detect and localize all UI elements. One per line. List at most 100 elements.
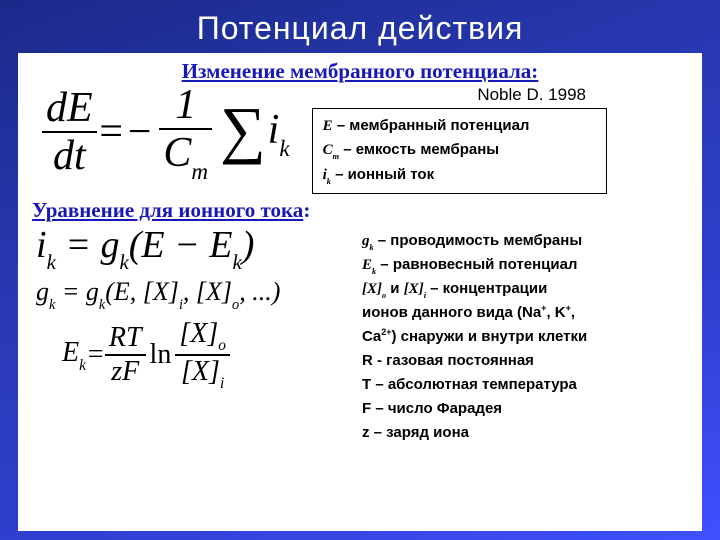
equation-Ek-nernst: Ek = RT zF ln [X]o [X]i	[36, 320, 360, 390]
sym-C: Cm	[323, 142, 339, 158]
txt: – проводимость мембраны	[374, 232, 583, 249]
k-sub: k	[79, 357, 86, 374]
ik-term: ik	[268, 106, 290, 158]
def-Cm: Cm – емкость мембраны	[323, 138, 596, 163]
args1: (E, [X]	[105, 277, 179, 306]
frac-1-Cm: 1 Cm	[159, 84, 212, 179]
paren: (E − E	[129, 224, 233, 266]
content-panel: Изменение мембранного потенциала: Noble …	[18, 53, 702, 531]
def-ions-line2: Ca2+) снаружи и внутри клетки	[362, 325, 587, 349]
m-sub: m	[191, 158, 208, 184]
frac-den: dt	[49, 135, 90, 177]
close-paren: )	[242, 224, 255, 266]
def-text: – мембранный потенциал	[333, 117, 530, 134]
E: E	[62, 337, 79, 368]
slide-title: Потенциал действия	[0, 0, 720, 53]
E: E	[362, 257, 372, 273]
o-sub: o	[218, 337, 226, 354]
equation1-row: dE dt = − 1 Cm ∑ ik E – мембранный потен…	[28, 88, 692, 194]
def-Ek: Ek – равновесный потенциал	[362, 253, 587, 277]
Ca: Ca	[362, 328, 381, 345]
k-sub: k	[49, 297, 55, 313]
def-text: – емкость мембраны	[339, 141, 499, 158]
definitions-box-1: E – мембранный потенциал Cm – емкость ме…	[312, 108, 607, 194]
X-bracket: [X]	[181, 356, 220, 387]
C-sym: C	[163, 130, 191, 176]
k-sub: k	[372, 267, 376, 276]
def-ions-line1: ионов данного вида (Na+, K+,	[362, 301, 587, 325]
i-sub: i	[220, 375, 224, 392]
frac-num: 1	[171, 84, 200, 126]
o-sub: o	[382, 291, 386, 300]
equation2-block: ik = gk(E − Ek) gk = gk(E, [X]i, [X]o, .…	[28, 225, 692, 446]
i-sub: i	[179, 297, 183, 313]
txt: ионов данного вида (Na	[362, 304, 541, 321]
txt: – равновесный потенциал	[376, 256, 577, 273]
def-E: E – мембранный потенциал	[323, 114, 596, 138]
comma: ,	[571, 304, 575, 321]
section2-underlined: Уравнение для ионного тока	[32, 198, 303, 222]
Xi-br: [X]	[404, 281, 424, 297]
args-end: , ...)	[239, 277, 280, 306]
equations-left: ik = gk(E − Ek) gk = gk(E, [X]i, [X]o, .…	[28, 225, 360, 390]
Ek: Ek	[62, 337, 86, 373]
C: C	[323, 142, 333, 158]
eq-sign: =	[86, 339, 105, 371]
args2: , [X]	[183, 277, 232, 306]
Xi: [X]i	[177, 358, 228, 390]
section2-heading: Уравнение для ионного тока:	[32, 198, 692, 223]
eq-g: = g	[55, 277, 99, 306]
k-sub: k	[47, 250, 56, 274]
Xo: [X]o	[175, 320, 230, 352]
equation-gk: gk = gk(E, [X]i, [X]o, ...)	[36, 277, 360, 311]
g: g	[36, 277, 49, 306]
equation1: dE dt = − 1 Cm ∑ ik	[28, 88, 290, 176]
eq-sign: =	[97, 108, 125, 156]
k-sub: k	[120, 250, 129, 274]
frac-dE-dt: dE dt	[42, 87, 97, 177]
Xo-br: [X]	[362, 281, 382, 297]
section2-colon: :	[303, 198, 310, 222]
equation-ik: ik = gk(E − Ek)	[36, 223, 360, 272]
k-sub: k	[99, 297, 105, 313]
o-sub: o	[232, 297, 239, 313]
g: g	[362, 233, 370, 249]
i: i	[36, 224, 47, 266]
m-sub: m	[333, 152, 339, 161]
k-sub: k	[233, 250, 242, 274]
section1-heading: Изменение мембранного потенциала:	[28, 59, 692, 84]
def-z: z – заряд иона	[362, 421, 587, 445]
i-sym: i	[268, 107, 280, 153]
def-T: T – абсолютная температура	[362, 373, 587, 397]
frac-Xo-Xi: [X]o [X]i	[175, 320, 230, 390]
and: и	[386, 280, 404, 297]
frac-RT-zF: RT zF	[105, 324, 146, 386]
definitions-right: gk – проводимость мембраны Ek – равновес…	[360, 225, 587, 446]
def-X-conc: [X]o и [X]i – концентрации	[362, 277, 587, 301]
txt: – концентрации	[426, 280, 547, 297]
minus-sign: −	[125, 108, 153, 156]
eq-gk: = g	[56, 224, 120, 266]
reference-text: Noble D. 1998	[477, 85, 586, 105]
2plus-sup: 2+	[381, 327, 391, 337]
frac-num: dE	[42, 87, 97, 129]
k-sub: k	[279, 135, 289, 161]
def-ik: ik – ионный ток	[323, 163, 596, 188]
sym: gk	[362, 233, 374, 249]
txt: ) снаружи и внутри клетки	[391, 328, 587, 345]
def-F: F – число Фарадея	[362, 397, 587, 421]
sym-E: E	[323, 118, 333, 134]
X-bracket: [X]	[179, 318, 218, 349]
def-text: – ионный ток	[331, 166, 434, 183]
ln: ln	[150, 339, 172, 371]
sum-symbol: ∑	[220, 108, 266, 153]
i-sub: i	[424, 291, 426, 300]
zF: zF	[107, 358, 143, 386]
k-sub: k	[370, 243, 374, 252]
frac-den: Cm	[159, 132, 212, 179]
def-R: R - газовая постоянная	[362, 349, 587, 373]
k-sub: k	[327, 177, 331, 186]
mid: , K	[546, 304, 565, 321]
RT: RT	[105, 324, 146, 352]
def-gk: gk – проводимость мембраны	[362, 229, 587, 253]
